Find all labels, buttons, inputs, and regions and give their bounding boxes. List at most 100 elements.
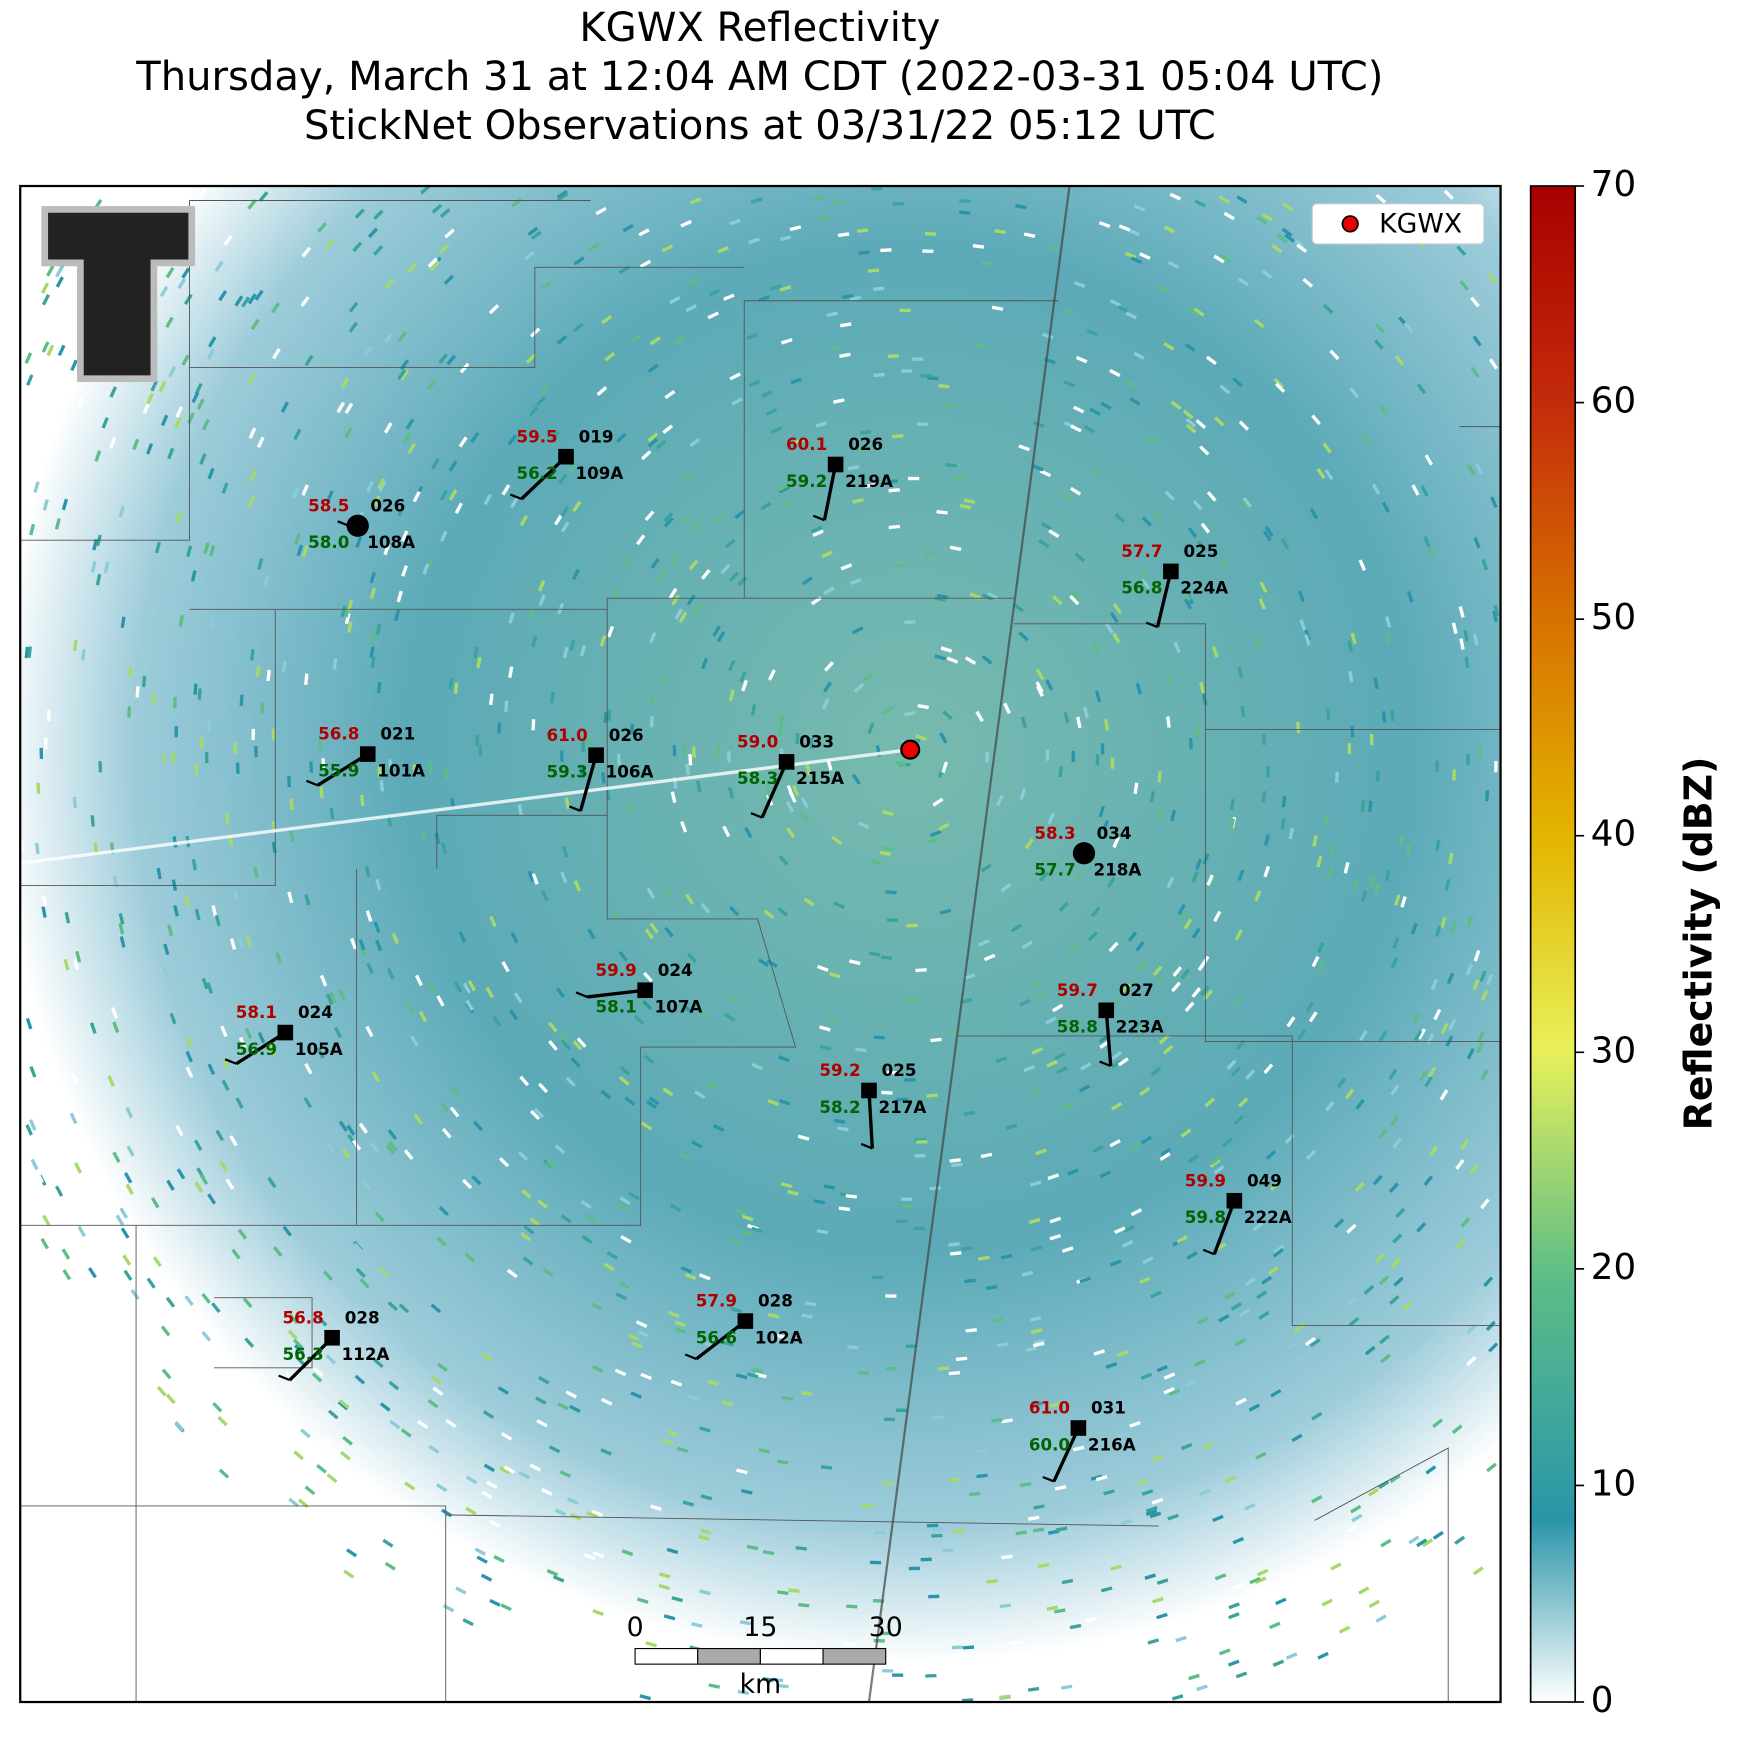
radar-gate [1460,1217,1471,1228]
radar-gate [1284,233,1296,243]
radar-gate [682,1004,694,1015]
radar-gate [336,401,346,414]
radar-gate [936,510,948,515]
scale-tick-label: 15 [743,1612,777,1643]
radar-gate [1100,401,1112,410]
radar-gate [1130,1020,1142,1031]
radar-gate [977,1255,990,1261]
radar-gate [527,226,539,237]
radar-gate [760,501,772,511]
radar-gate [1472,1566,1484,1576]
radar-gate [219,1160,228,1172]
radar-gate [1069,594,1080,606]
radar-gate [1378,1030,1388,1042]
radar-gate [1116,1350,1129,1357]
radar-gate [1346,1524,1358,1534]
radar-gate [190,570,197,582]
radar-gate [402,431,412,444]
radar-gate [896,1219,908,1224]
radar-gate [655,439,667,450]
station-id: 101A [377,760,425,780]
radar-gate [1402,1300,1413,1311]
radar-gate [292,487,300,500]
radar-gate [658,1583,671,1591]
radar-gate [832,199,844,205]
station-pressure: 024 [298,1002,333,1022]
radar-gate [1234,929,1244,941]
radar-gate [476,1555,488,1564]
radar-gate [770,426,783,434]
radar-gate [55,276,64,288]
radar-gate [174,417,182,429]
radar-gate [1321,1598,1333,1607]
radar-gate [268,1044,277,1057]
radar-gate [233,1048,242,1060]
radar-gate [319,786,324,799]
radar-gate [751,1062,763,1071]
colorbar-tick-label: 30 [1591,1030,1636,1071]
radar-gate [648,1096,660,1106]
radar-gate [125,1106,134,1119]
radar-gate [388,1380,400,1391]
wind-barb [1104,1010,1113,1067]
radar-gate [1420,485,1429,497]
radar-gate [670,791,677,803]
radar-gate [127,706,131,718]
radar-gate [1087,931,1098,942]
radar-gate [1198,1488,1211,1496]
radar-gate [1275,1597,1287,1606]
radar-gate [529,1109,541,1121]
radar-gate [194,382,203,395]
radar-gate [1213,910,1222,923]
radar-gate [1381,501,1390,513]
radar-gate [463,1349,474,1359]
radar-gate [1111,1101,1123,1111]
radar-gate [1166,876,1175,889]
radar-gate [311,1372,323,1383]
radar-gate [639,1694,652,1701]
radar-gate [1025,1346,1037,1353]
radar-gate [373,245,384,256]
radar-gate [1483,1276,1494,1288]
radar-gate [249,649,255,661]
radar-gate [247,293,257,305]
radar-gate [257,558,264,570]
radar-gate [849,1670,861,1675]
radar-gate [46,265,55,277]
radar-gate [555,987,566,999]
radar-gate [649,632,657,644]
radar-gate [156,867,162,880]
radar-gate [1350,632,1357,645]
radar-gate [1157,284,1169,294]
radar-gate [492,1015,502,1027]
station-pressure: 028 [758,1291,793,1311]
radar-gate [272,347,281,360]
radar-gate [347,599,354,612]
radar-gate [999,1603,1012,1609]
radar-gate [1218,1648,1231,1656]
radar-gate [245,935,253,948]
radar-gate [1394,355,1405,366]
radar-gate [101,417,109,429]
radar-gate [730,1306,743,1314]
radar-gate [823,586,835,595]
radar-gate [1098,805,1105,818]
radar-gate [1199,445,1210,456]
radar-gate [81,649,86,661]
radar-gate [1361,433,1371,445]
radar-gate [1092,642,1101,654]
radar-gate [1288,827,1295,840]
radar-gate [1101,820,1109,832]
radar-gate [109,437,117,449]
radar-gate [1051,1003,1064,1013]
radar-gate [466,1475,478,1485]
radar-gate [736,1468,748,1475]
radar-gate [758,295,770,302]
radar-gate [1020,716,1028,729]
title: KGWX Reflectivity [579,5,940,51]
radar-gate [369,587,377,600]
radar-gate [1403,322,1414,333]
radar-gate [1129,396,1141,406]
radar-gate [1186,1251,1198,1260]
radar-gate [700,1494,713,1501]
